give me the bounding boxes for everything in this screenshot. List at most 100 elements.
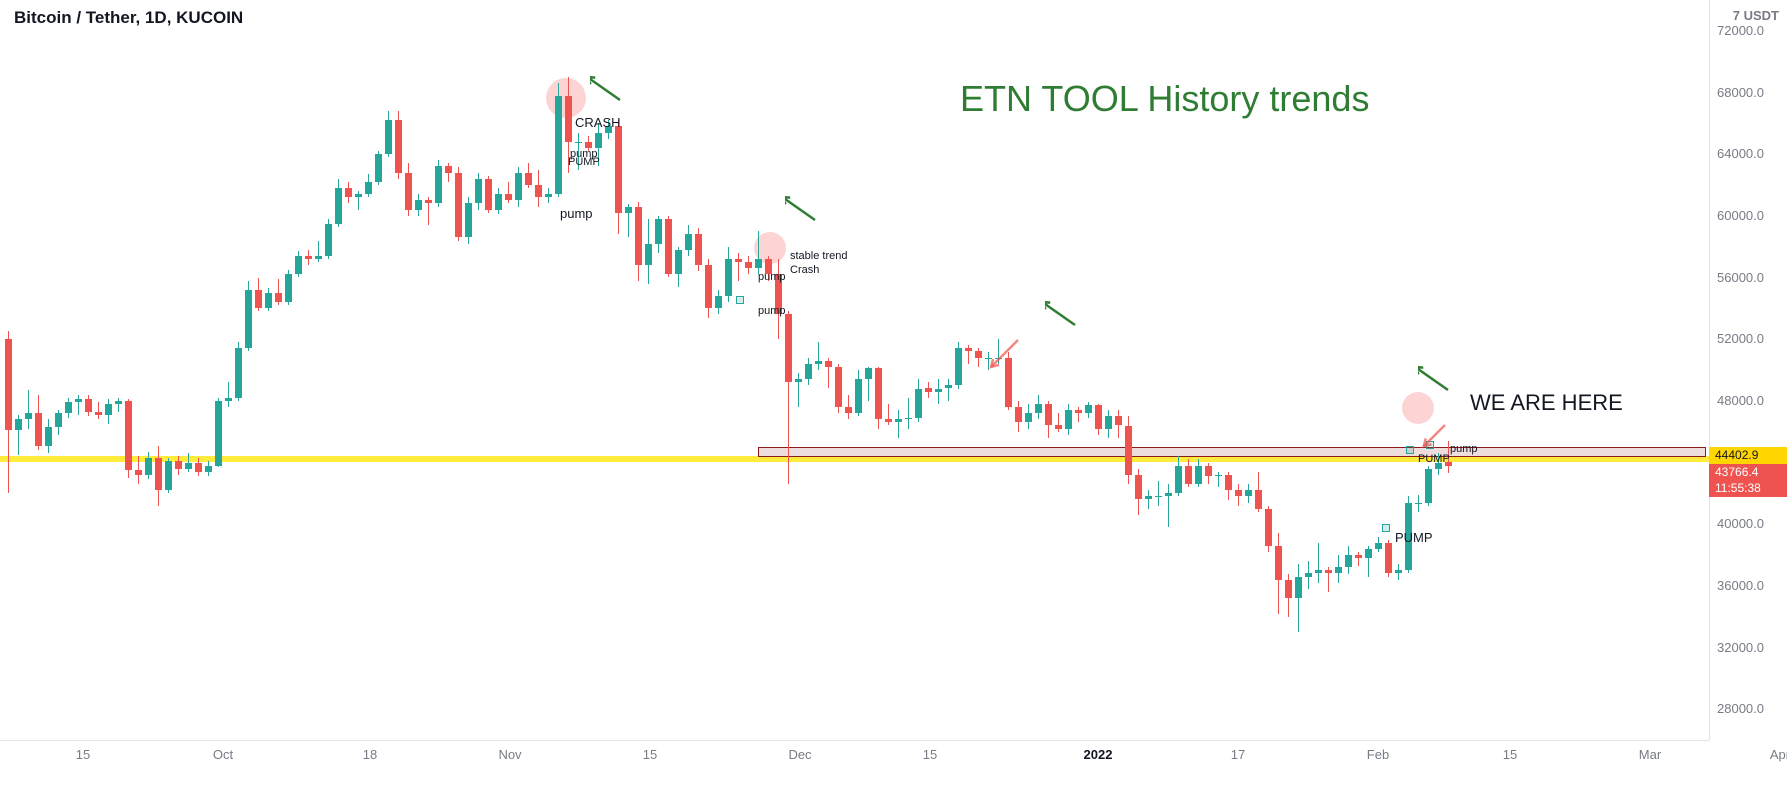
arrow-green-icon (785, 190, 845, 250)
candle (1175, 456, 1182, 496)
candle (85, 395, 92, 417)
candle (1205, 463, 1212, 485)
candle (705, 259, 712, 318)
candle (525, 163, 532, 188)
horizontal-support-line (0, 456, 1709, 462)
candle (65, 398, 72, 418)
candle (435, 160, 442, 206)
candle (75, 395, 82, 415)
y-tick: 40000.0 (1709, 516, 1787, 531)
candle (915, 379, 922, 422)
candle (1415, 495, 1422, 512)
candle (55, 410, 62, 435)
arrow-red-icon (989, 311, 1047, 369)
candle (1165, 484, 1172, 527)
candle (265, 288, 272, 311)
candle (675, 247, 682, 287)
candle (25, 390, 32, 429)
x-tick: Oct (213, 747, 233, 762)
candle (1215, 472, 1222, 487)
candle (1395, 564, 1402, 579)
candle (1035, 395, 1042, 420)
candle (335, 179, 342, 227)
y-tick: 36000.0 (1709, 578, 1787, 593)
candle (825, 358, 832, 389)
x-tick: Dec (788, 747, 811, 762)
candle (1145, 490, 1152, 509)
candle (295, 251, 302, 277)
y-tick: 60000.0 (1709, 208, 1787, 223)
candle (135, 456, 142, 484)
x-tick: 17 (1231, 747, 1245, 762)
y-tick: 32000.0 (1709, 640, 1787, 655)
x-tick: 2022 (1084, 747, 1113, 762)
candle (455, 167, 462, 241)
candle (5, 331, 12, 493)
candle (865, 367, 872, 401)
annotation-label: pump (758, 271, 786, 283)
candle (385, 111, 392, 157)
candle (515, 167, 522, 207)
candle (545, 188, 552, 203)
y-tick: 28000.0 (1709, 701, 1787, 716)
candle (155, 446, 162, 506)
candle (195, 458, 202, 477)
annotation-label: pump (560, 206, 593, 221)
candle (535, 170, 542, 207)
candle (1265, 506, 1272, 552)
signal-marker (736, 296, 744, 304)
annotation-label: PUMP (568, 156, 600, 168)
annotation-title: ETN TOOL History trends (960, 78, 1369, 120)
chart-title: Bitcoin / Tether, 1D, KUCOIN (14, 8, 243, 28)
candle (1325, 567, 1332, 592)
candle (205, 461, 212, 476)
candle (645, 219, 652, 284)
candle (425, 197, 432, 225)
candle (505, 182, 512, 204)
candle (615, 120, 622, 234)
candle (1095, 404, 1102, 435)
y-tick: 64000.0 (1709, 146, 1787, 161)
candle (235, 342, 242, 401)
arrow-green-icon (1045, 295, 1105, 355)
candle (1195, 459, 1202, 487)
candle (1235, 484, 1242, 506)
candle (885, 404, 892, 426)
candle (325, 219, 332, 259)
chart-plot-area[interactable]: ETN TOOL History trendsWE ARE HERECRASHp… (0, 0, 1709, 740)
candle (1075, 407, 1082, 422)
candle (895, 410, 902, 438)
candle (1045, 401, 1052, 438)
candle (255, 278, 262, 312)
candle (1185, 459, 1192, 487)
candle (945, 379, 952, 401)
candle (655, 216, 662, 253)
candle (1295, 564, 1302, 632)
y-axis: 7 USDT 28000.032000.036000.040000.044000… (1709, 0, 1787, 740)
x-tick: 15 (76, 747, 90, 762)
annotation-label: pump (758, 305, 786, 317)
annotation-label: CRASH (575, 115, 621, 130)
candle (175, 456, 182, 475)
candle (635, 202, 642, 281)
candle (1155, 481, 1162, 506)
candle (835, 364, 842, 413)
candle (735, 253, 742, 281)
candle (1015, 401, 1022, 432)
candle (1105, 410, 1112, 438)
y-tick: 68000.0 (1709, 85, 1787, 100)
candle (1055, 413, 1062, 432)
candle (105, 399, 112, 424)
candle (1025, 404, 1032, 429)
candle (875, 367, 882, 429)
candle (695, 228, 702, 271)
candle (395, 111, 402, 179)
candle (795, 373, 802, 407)
candle (1225, 472, 1232, 500)
candle (165, 458, 172, 493)
y-tick: 48000.0 (1709, 393, 1787, 408)
signal-marker (1382, 524, 1390, 532)
candle (15, 415, 22, 455)
price-badge-current: 43766.411:55:38 (1709, 464, 1787, 497)
candle (1305, 561, 1312, 589)
